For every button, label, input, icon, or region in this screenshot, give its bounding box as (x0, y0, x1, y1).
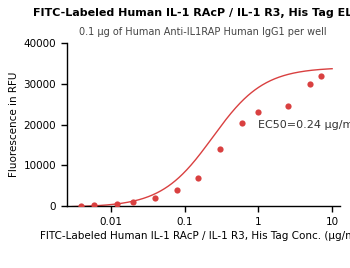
Point (318, 73, 323, 78)
Point (114, 202, 119, 206)
Point (256, 110, 261, 114)
Text: EC50=0.24 μg/mL: EC50=0.24 μg/mL (258, 120, 350, 130)
Point (307, 81, 313, 86)
Point (239, 120, 245, 125)
Point (285, 104, 290, 108)
Point (195, 176, 200, 180)
Point (152, 196, 158, 200)
Point (79, 203, 84, 208)
Point (92, 203, 97, 207)
Y-axis label: Fluorescence in RFU: Fluorescence in RFU (9, 72, 19, 177)
Point (130, 200, 136, 204)
Point (175, 188, 180, 192)
Point (217, 147, 223, 151)
Text: 0.1 μg of Human Anti-IL1RAP Human IgG1 per well: 0.1 μg of Human Anti-IL1RAP Human IgG1 p… (79, 27, 327, 37)
Text: FITC-Labeled Human IL-1 RAcP / IL-1 R3, His Tag ELISA: FITC-Labeled Human IL-1 RAcP / IL-1 R3, … (33, 8, 350, 18)
X-axis label: FITC-Labeled Human IL-1 RAcP / IL-1 R3, His Tag Conc. (μg/mL): FITC-Labeled Human IL-1 RAcP / IL-1 R3, … (41, 231, 350, 241)
